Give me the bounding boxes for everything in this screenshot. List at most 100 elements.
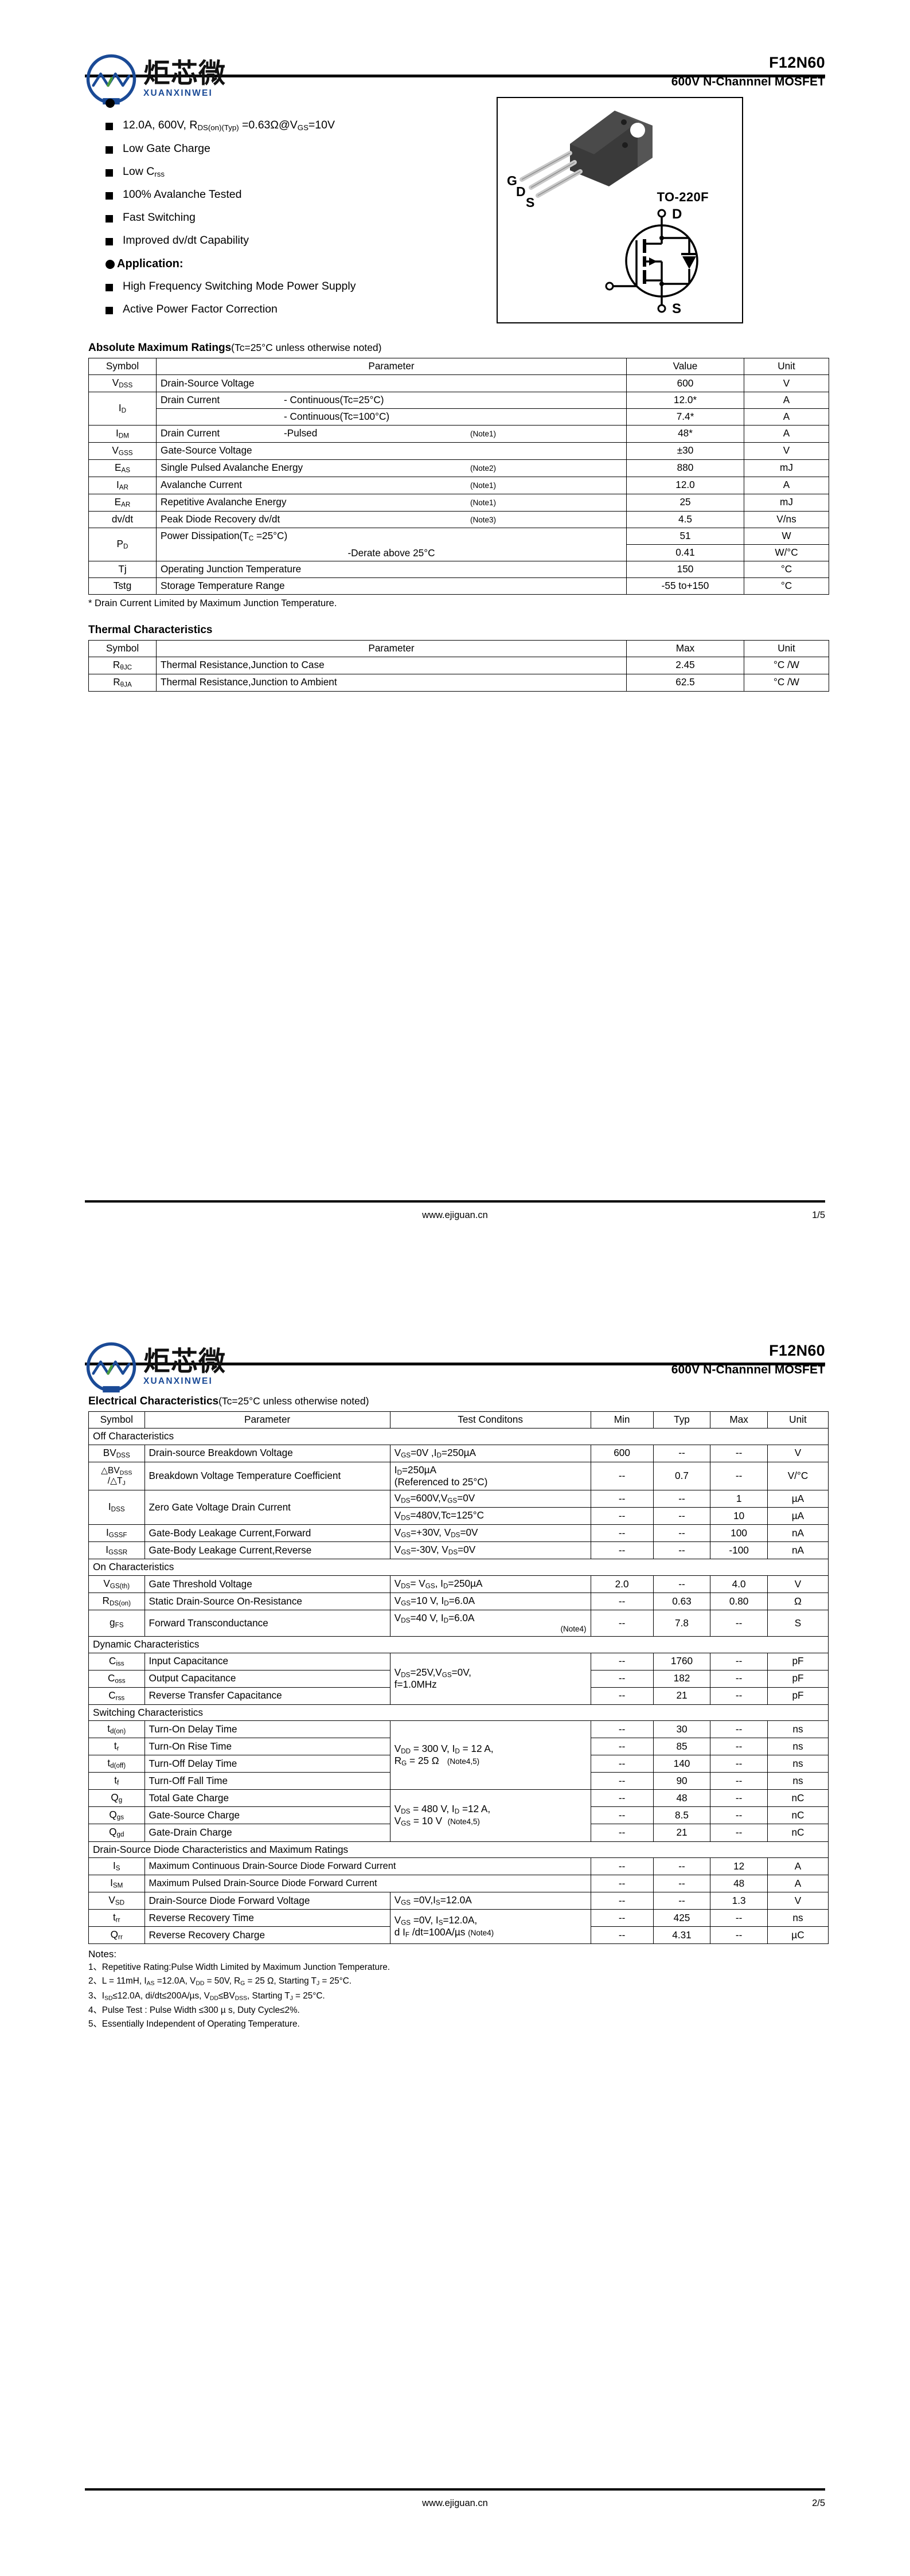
cell-value: 0.41 — [626, 544, 744, 562]
cell-symbol: trr — [88, 1909, 145, 1927]
cell-condition: VDS=480V,Tc=125°C — [389, 1507, 591, 1525]
thermal-title-label: Thermal Characteristics — [88, 623, 213, 636]
cell-symbol: Qrr — [88, 1926, 145, 1945]
cell-parameter: Forward Transconductance — [144, 1610, 390, 1637]
electrical-title-note: (Tc=25°C unless otherwise noted) — [218, 1395, 369, 1407]
cell-value: 25 — [626, 493, 744, 512]
application-label: Active Power Factor Correction — [123, 303, 278, 316]
table-row: RDS(on) Static Drain-Source On-Resistanc… — [88, 1593, 829, 1611]
footer-divider — [85, 2488, 825, 2491]
cell-min: -- — [590, 1652, 654, 1671]
abs-max-title-note: (Tc=25°C unless otherwise noted) — [231, 342, 382, 354]
cell-max: -- — [710, 1610, 768, 1637]
cell-symbol: IGSSF — [88, 1524, 145, 1543]
table-row: IDSS Zero Gate Voltage Drain Current VDS… — [88, 1490, 829, 1525]
cell-value: ±30 — [626, 442, 744, 460]
table-row: IDM Drain Current -Pulsed (Note1) 48* A — [88, 424, 829, 443]
doc-title-block: F12N60 600V N-Channnel MOSFET — [671, 1341, 825, 1377]
square-bullet-icon — [106, 307, 113, 315]
table-row: IAR Avalanche Current (Note1) 12.0 A — [88, 476, 829, 494]
feature-label: Improved dv/dt Capability — [123, 234, 249, 247]
footer-url[interactable]: www.ejiguan.cn — [422, 1209, 488, 1220]
to220f-package-photo-icon: G D S — [507, 111, 653, 210]
cell-symbol: IDM — [88, 424, 157, 443]
col-min: Min — [590, 1411, 654, 1428]
table-header-row: Symbol Parameter Test Conditons Min Typ … — [88, 1411, 829, 1428]
cell-symbol: PD — [88, 527, 157, 562]
cell-max: -- — [710, 1824, 768, 1842]
cell-typ: 8.5 — [653, 1806, 711, 1825]
cell-unit: ns — [767, 1720, 829, 1739]
cell-symbol: VGS(th) — [88, 1575, 145, 1594]
cell-typ: 1760 — [653, 1652, 711, 1671]
cell-parameter: Gate-Drain Charge — [144, 1824, 390, 1842]
feature-item: Low Crss — [106, 166, 486, 178]
cell-parameter-sub: -Pulsed — [284, 427, 318, 439]
cell-unit: µA — [767, 1507, 829, 1525]
cell-unit: V — [767, 1892, 829, 1910]
table-row: IGSSF Gate-Body Leakage Current,Forward … — [88, 1524, 829, 1543]
feature-item: 12.0A, 600V, RDS(on)(Typ) =0.63Ω@VGS=10V — [106, 119, 486, 131]
col-symbol: Symbol — [88, 358, 157, 376]
company-logo: 炬芯微 XUANXINWEI — [85, 1341, 226, 1394]
abs-max-title: Absolute Maximum Ratings(Tc=25°C unless … — [88, 342, 825, 354]
part-description: 600V N-Channnel MOSFET — [671, 75, 825, 88]
col-parameter: Parameter — [144, 1411, 390, 1428]
cell-parameter: Operating Junction Temperature — [156, 561, 627, 579]
cell-unit: nC — [767, 1824, 829, 1842]
cell-max: -- — [710, 1806, 768, 1825]
cell-value: 150 — [626, 561, 744, 579]
cell-typ: -- — [653, 1875, 711, 1893]
cell-symbol: dv/dt — [88, 510, 157, 528]
brand-name-cn: 炬芯微 — [143, 1346, 226, 1378]
cell-max: 0.80 — [710, 1593, 768, 1611]
cell-min: -- — [590, 1926, 654, 1945]
cell-condition: VDS=25V,VGS=0V, f=1.0MHz — [389, 1652, 591, 1705]
circle-bullet-icon — [106, 99, 115, 108]
table-row: EAR Repetitive Avalanche Energy (Note1) 2… — [88, 493, 829, 512]
cell-unit: A — [744, 476, 829, 494]
cell-symbol: Qg — [88, 1789, 145, 1808]
cell-unit: ns — [767, 1755, 829, 1773]
cell-min: -- — [590, 1524, 654, 1543]
table-row: IS Maximum Continuous Drain-Source Diode… — [88, 1857, 829, 1876]
svg-text:S: S — [526, 195, 534, 210]
cell-unit: V — [767, 1444, 829, 1462]
cell-value: 48* — [626, 424, 744, 443]
cell-min: -- — [590, 1772, 654, 1790]
cell-unit: ns — [767, 1909, 829, 1927]
section-header-dynamic-characteristics: Dynamic Characteristics — [88, 1636, 829, 1653]
cell-symbol: ISM — [88, 1875, 145, 1893]
cell-unit: nA — [767, 1524, 829, 1543]
footer-url[interactable]: www.ejiguan.cn — [422, 2497, 488, 2508]
thermal-characteristics-table: Symbol Parameter Max Unit RθJC Thermal R… — [88, 639, 829, 692]
cell-min: -- — [590, 1490, 654, 1508]
table-row: ISM Maximum Pulsed Drain-Source Diode Fo… — [88, 1875, 829, 1893]
cell-max: 100 — [710, 1524, 768, 1543]
svg-text:D: D — [516, 184, 526, 199]
application-label: High Frequency Switching Mode Power Supp… — [123, 280, 356, 293]
feature-label: Low Crss — [123, 165, 165, 178]
cell-typ: 7.8 — [653, 1610, 711, 1637]
cell-value: 62.5 — [626, 673, 744, 692]
cell-min: -- — [590, 1541, 654, 1560]
cell-max: -- — [710, 1926, 768, 1945]
page-2: 炬芯微 XUANXINWEI F12N60 600V N-Channnel MO… — [0, 1288, 910, 2576]
col-parameter: Parameter — [156, 639, 627, 657]
cell-max: -- — [710, 1720, 768, 1739]
cell-typ: 0.63 — [653, 1593, 711, 1611]
cell-value: 4.5 — [626, 510, 744, 528]
feature-bullet-empty — [106, 97, 486, 108]
cell-max: 1 — [710, 1490, 768, 1508]
xvw-circle-logo-icon — [86, 1342, 136, 1393]
cell-unit: A — [744, 392, 829, 409]
cell-condition: ID=250µA (Referenced to 25°C) — [389, 1461, 591, 1491]
section-label: Dynamic Characteristics — [88, 1636, 829, 1653]
footer-page-number: 2/5 — [812, 2497, 825, 2508]
note-item: 4、Pulse Test : Pulse Width ≤300 µ s, Dut… — [88, 2005, 300, 2016]
cell-parameter-main: Repetitive Avalanche Energy — [161, 496, 287, 508]
cell-parameter: Gate-Source Voltage — [156, 442, 627, 460]
cell-parameter: Gate-Source Charge — [144, 1806, 390, 1825]
cell-max: 48 — [710, 1875, 768, 1893]
cell-symbol: RθJC — [88, 656, 157, 674]
